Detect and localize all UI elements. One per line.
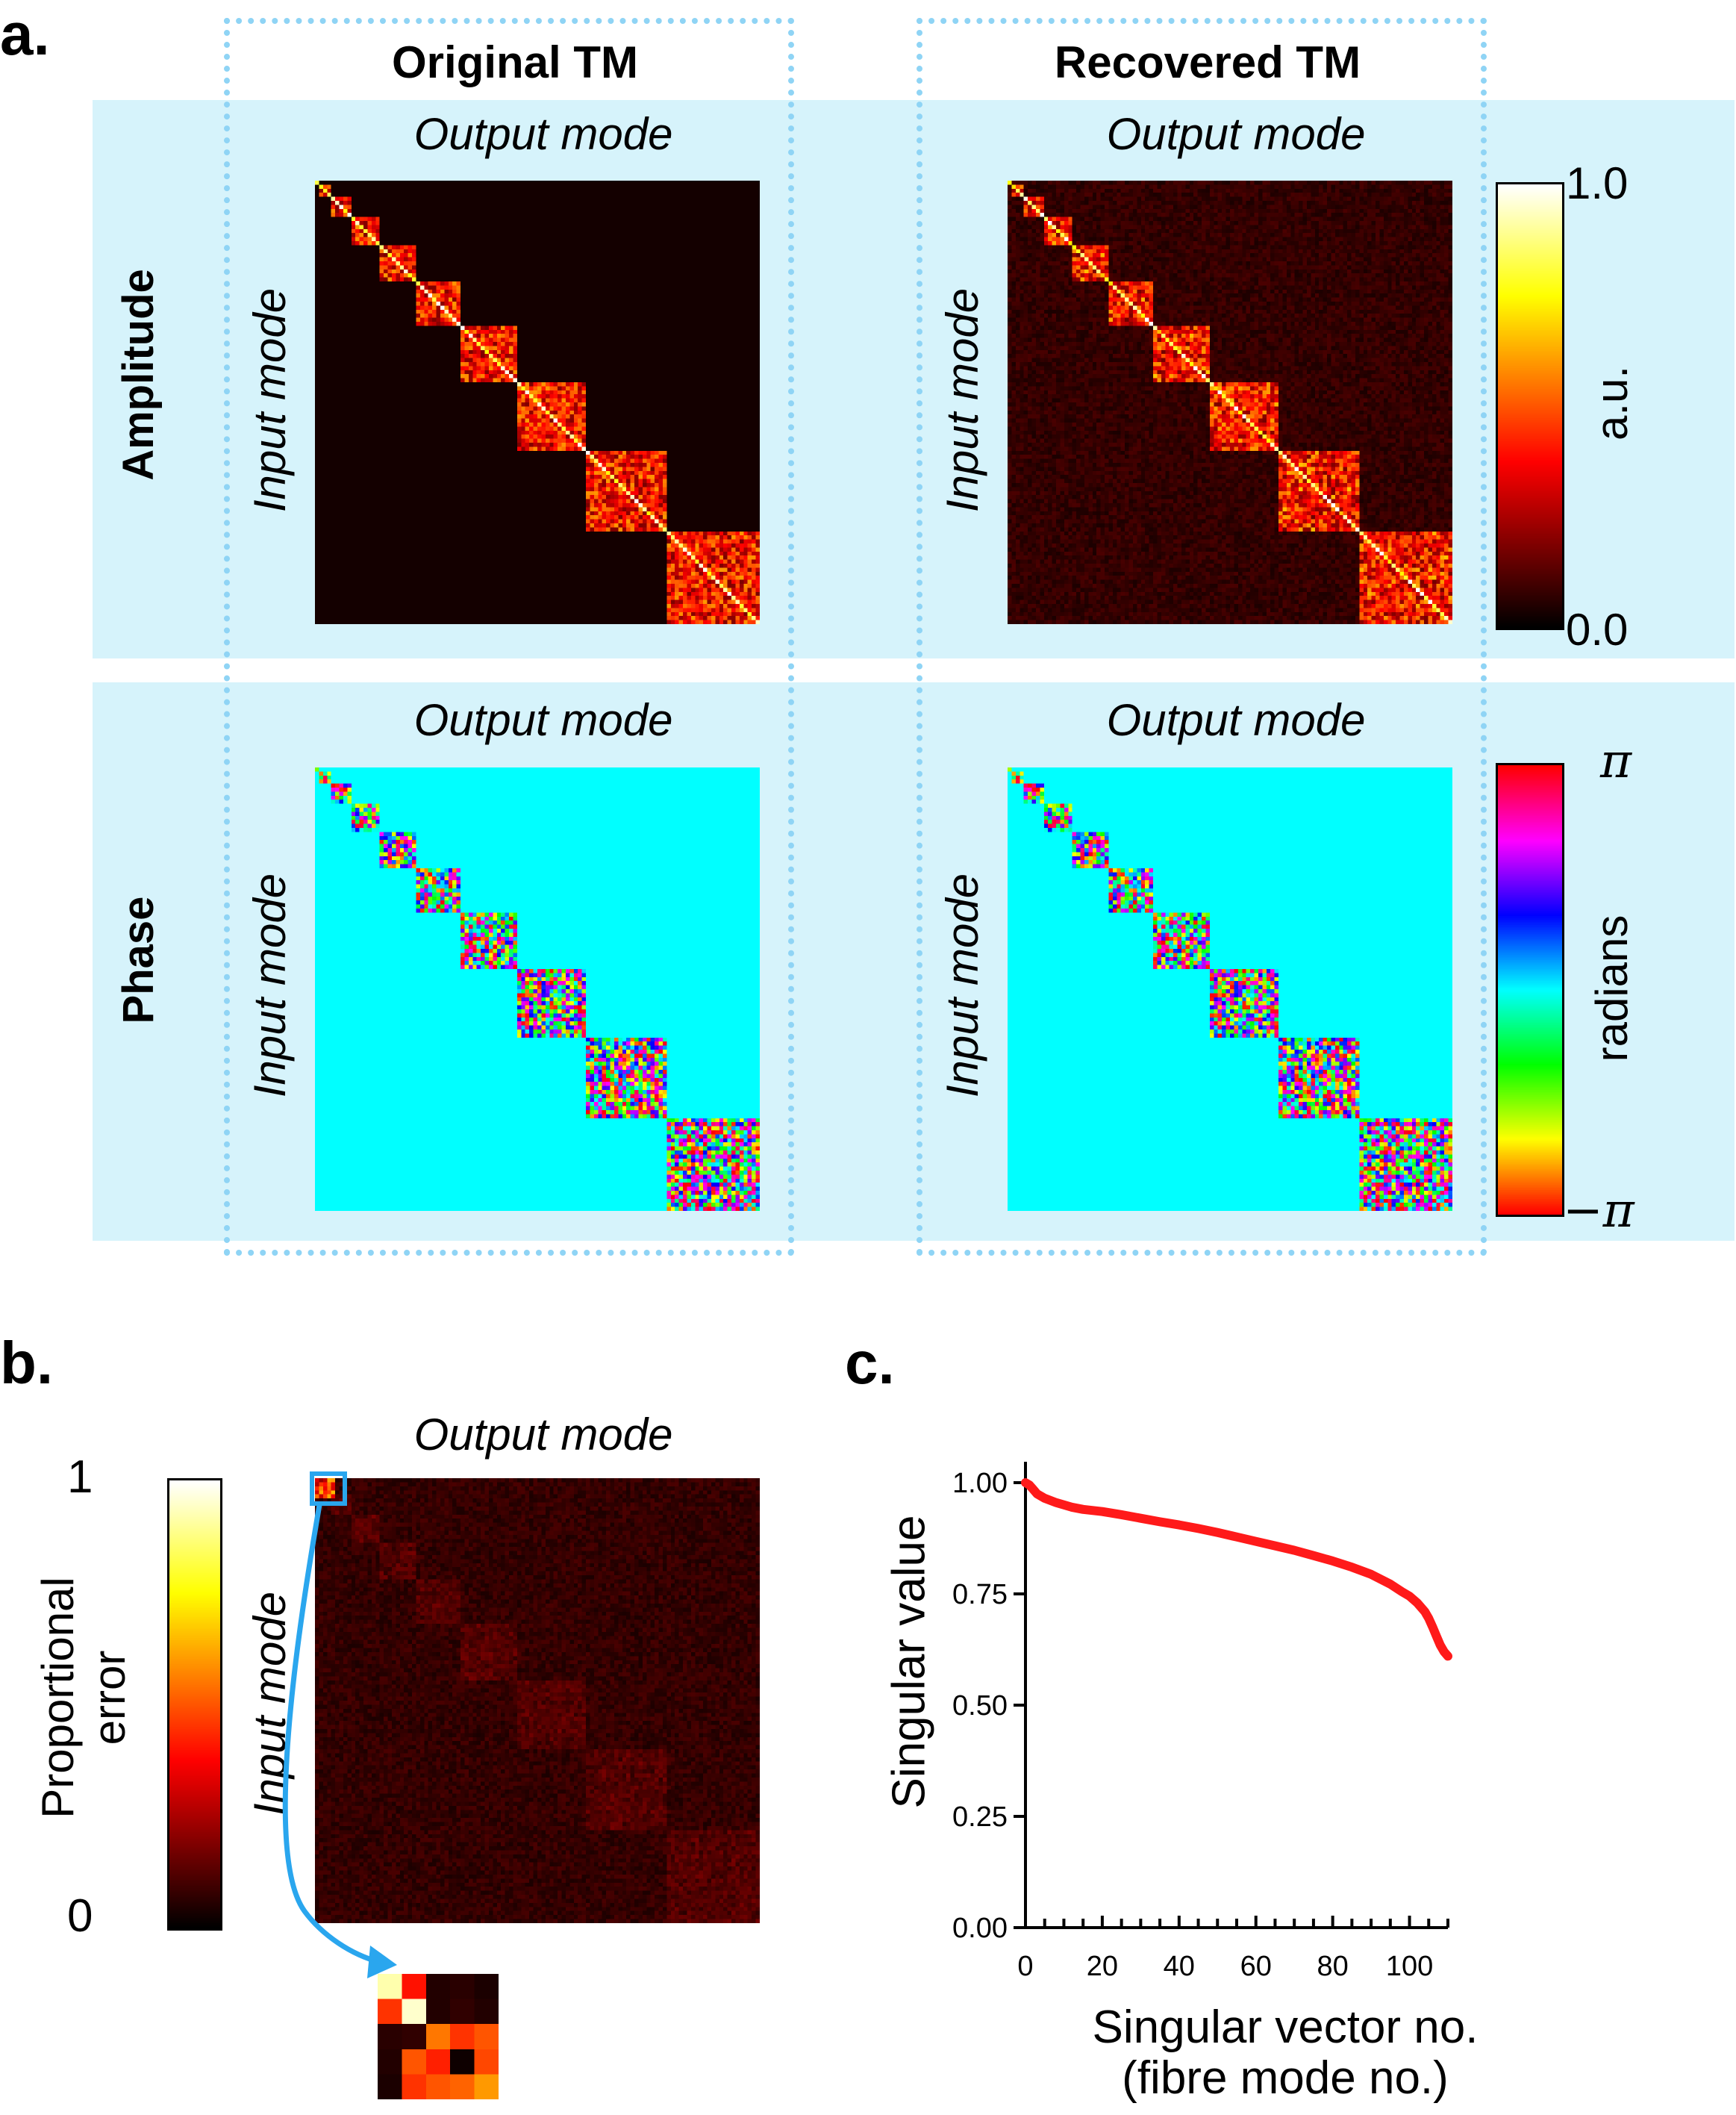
zoom-arrow-line (282, 1504, 386, 1966)
chart-y-tick-label: 0.75 (952, 1579, 1008, 1610)
error-colorbar-max: 1 (67, 1451, 93, 1503)
panel-c-label: c. (845, 1330, 895, 1396)
output-mode-label-amp-recovered: Output mode (1106, 109, 1366, 159)
output-mode-label-amp-original: Output mode (413, 109, 673, 159)
recovered-tm-box (917, 18, 1487, 1256)
phase-colorbar (1496, 763, 1564, 1217)
column-title-recovered: Recovered TM (1054, 37, 1361, 87)
output-mode-label-phase-original: Output mode (413, 695, 673, 745)
chart-xlabel-line2: (fibre mode no.) (1122, 2052, 1449, 2105)
panel-a-label: a. (0, 1, 50, 67)
column-title-original: Original TM (392, 37, 638, 87)
panel-b-label: b. (0, 1330, 54, 1396)
amplitude-colorbar (1496, 182, 1564, 630)
amplitude-matrix-original (315, 181, 760, 624)
phase-matrix-recovered (1008, 767, 1452, 1211)
chart-x-tick-label: 100 (1386, 1951, 1433, 1982)
chart-y-tick-label: 0.25 (952, 1801, 1008, 1833)
phase-matrix-original (315, 767, 760, 1211)
amplitude-matrix-recovered (1008, 181, 1452, 624)
chart-x-tick-label: 80 (1317, 1951, 1348, 1982)
chart-x-tick-label: 60 (1240, 1951, 1272, 1982)
chart-series (1021, 1478, 1452, 1661)
phase-colorbar-min: −π (1563, 1183, 1634, 1239)
zoom-highlight-box (310, 1471, 347, 1506)
chart-xlabel: Singular vector no. (fibre mode no.) (1024, 2002, 1546, 2104)
chart-x-tick-label: 20 (1087, 1951, 1118, 1982)
output-mode-label-error: Output mode (413, 1410, 673, 1460)
error-zoom-inset (378, 1974, 499, 2099)
amplitude-colorbar-min: 0.0 (1566, 605, 1629, 655)
chart-ylabel: Singular value (883, 1515, 935, 1809)
chart-xlabel-line1: Singular vector no. (1092, 2002, 1479, 2053)
chart-y-tick-label: 0.50 (952, 1690, 1008, 1722)
original-tm-box (224, 18, 794, 1256)
singular-value-line (1021, 1478, 1452, 1661)
output-mode-label-phase-recovered: Output mode (1106, 695, 1366, 745)
amplitude-colorbar-max: 1.0 (1566, 158, 1629, 208)
chart-x-tick-label: 0 (1017, 1951, 1033, 1982)
chart-y-tick-label: 0.00 (952, 1913, 1008, 1944)
chart-ticks: 0 20 40 60 80 100 0.00 0.25 0.50 0.75 1.00 (952, 1468, 1449, 1982)
error-colorbar-min: 0 (67, 1890, 93, 1942)
chart-x-tick-label: 40 (1164, 1951, 1195, 1982)
chart-y-tick-label: 1.00 (952, 1468, 1008, 1499)
phase-colorbar-max: π (1600, 734, 1632, 789)
error-matrix (315, 1478, 760, 1923)
error-colorbar (167, 1478, 222, 1931)
zoom-arrow-head (367, 1946, 397, 1978)
chart-axes (1024, 1462, 1448, 1929)
